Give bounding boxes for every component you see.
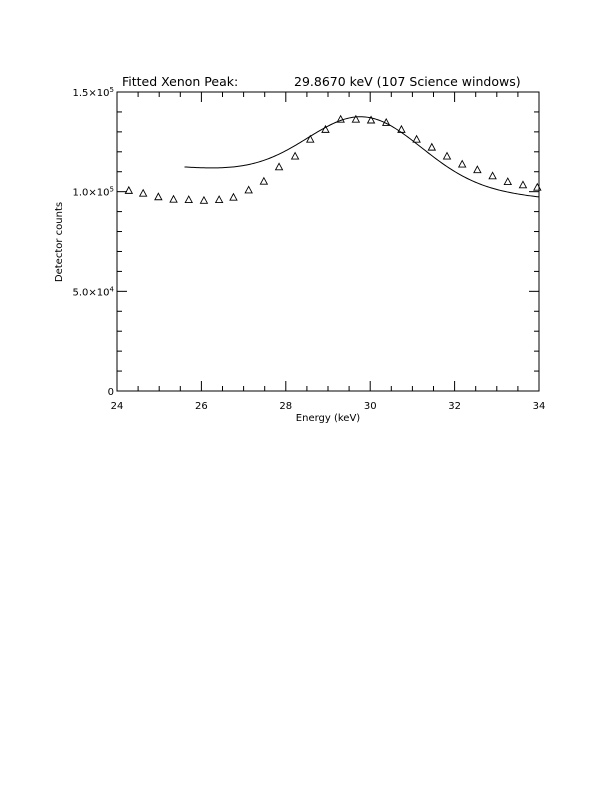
y-tick-label: 5.0×104 [73, 285, 115, 298]
axis-ticks [116, 91, 540, 392]
y-tick-label: 1.5×105 [73, 86, 114, 99]
data-point-triangle [427, 142, 437, 151]
data-point-triangle [274, 162, 284, 171]
plot-frame [116, 91, 540, 392]
data-point-triangle [488, 171, 497, 180]
y-tick-label: 1.0×105 [73, 186, 114, 199]
data-point-triangle [321, 124, 330, 133]
x-tick-label: 34 [533, 401, 546, 412]
x-axis-label: Energy (keV) [296, 413, 361, 424]
chart-title-left: Fitted Xenon Peak: [122, 74, 238, 89]
data-point-triangle [351, 114, 361, 123]
data-point-triangle [244, 185, 253, 194]
data-point-triangle [306, 134, 315, 143]
data-point-triangle [138, 188, 148, 197]
x-tick-label: 32 [448, 401, 461, 412]
data-points [124, 114, 542, 204]
data-point-triangle [412, 134, 421, 143]
chart-title: Fitted Xenon Peak: 29.8670 keV (107 Scie… [122, 74, 521, 89]
data-point-triangle [184, 195, 193, 203]
y-tick-label: 0 [108, 387, 114, 398]
data-point-triangle [336, 114, 345, 123]
data-point-triangle [154, 192, 163, 201]
fit-curve [184, 116, 540, 198]
data-point-triangle [533, 182, 542, 191]
data-point-triangle [259, 176, 269, 185]
data-point-triangle [442, 151, 452, 160]
data-point-triangle [397, 124, 406, 133]
data-point-triangle [366, 115, 376, 124]
data-point-triangle [229, 192, 238, 201]
data-point-triangle [503, 177, 513, 186]
x-tick-label: 28 [279, 401, 292, 412]
data-point-triangle [124, 185, 134, 194]
data-point-triangle [169, 194, 178, 203]
x-tick-label: 30 [364, 401, 377, 412]
data-point-triangle [199, 195, 209, 204]
data-point-triangle [518, 180, 528, 189]
data-point-triangle [290, 151, 300, 160]
data-point-triangle [214, 195, 224, 203]
data-point-triangle [457, 159, 467, 168]
data-point-triangle [473, 165, 482, 174]
chart-title-right: 29.8670 keV (107 Science windows) [294, 74, 521, 89]
y-axis-label: Detector counts [54, 202, 65, 282]
x-tick-label: 24 [111, 401, 124, 412]
data-point-triangle [381, 117, 391, 126]
axis-tick-labels: 24 26 28 30 32 34 0 5.0×104 1.0×105 1.5×105 [73, 86, 546, 412]
x-tick-label: 26 [195, 401, 208, 412]
